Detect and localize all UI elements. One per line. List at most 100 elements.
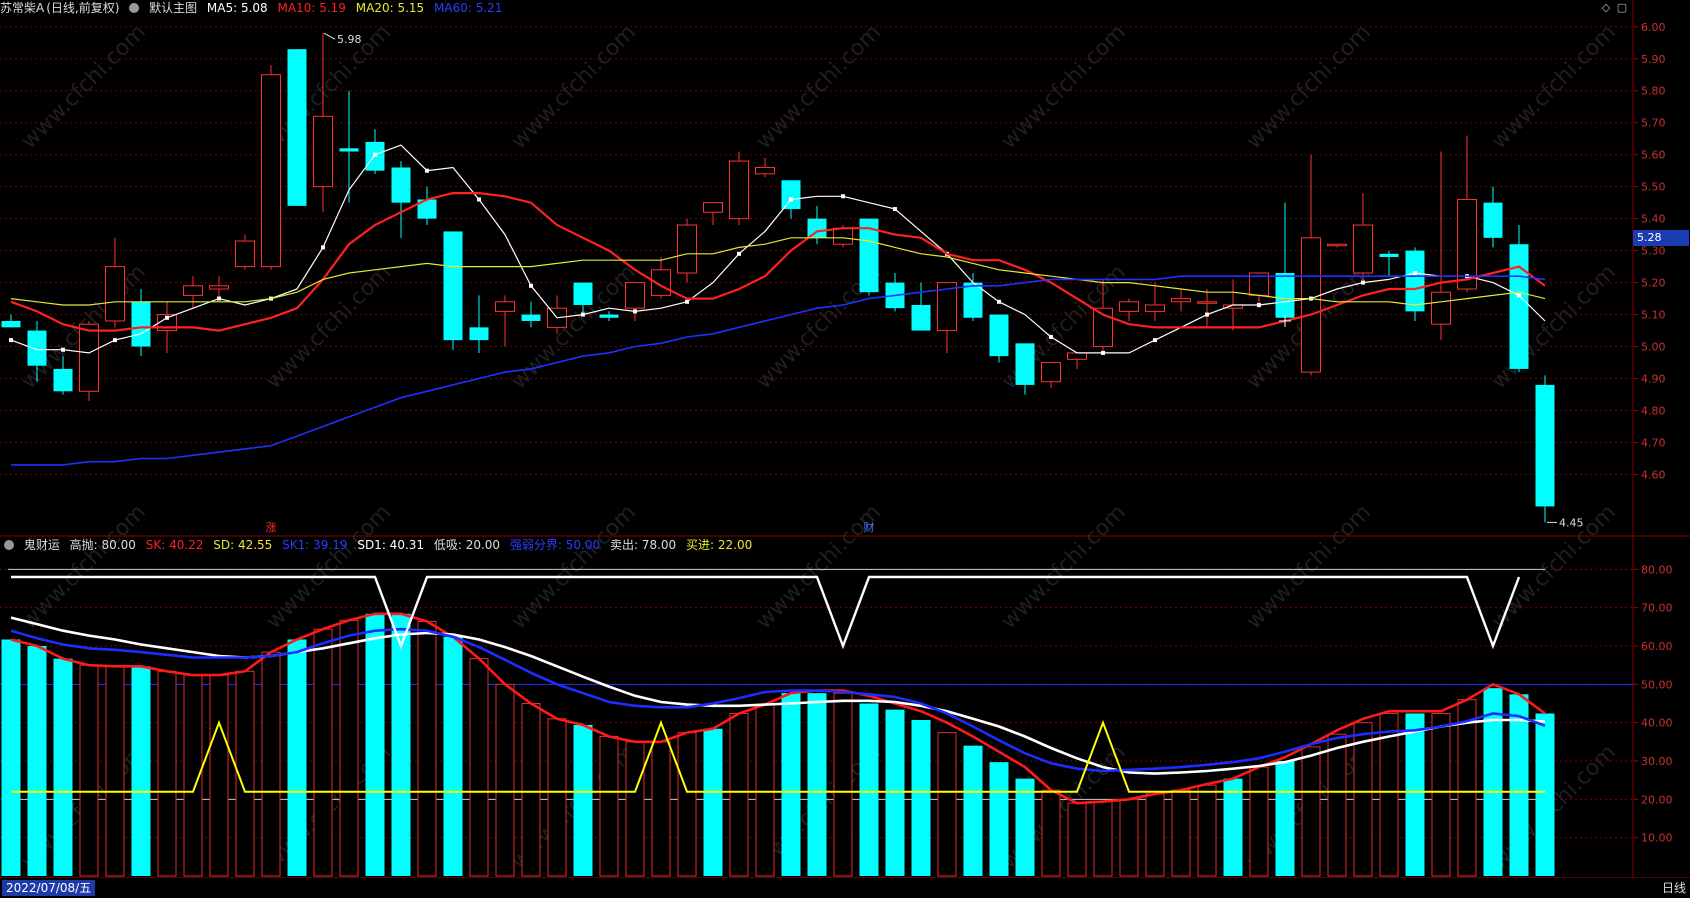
candle-body-down: [417, 199, 437, 219]
buy-value: 买进: 22.00: [686, 538, 753, 552]
candle-body-down: [989, 314, 1009, 357]
indicator-bar-red: [1093, 801, 1113, 877]
window-icon[interactable]: ▢: [1616, 1, 1628, 14]
sk-value: SK: 40.22: [145, 538, 204, 552]
candle-body-up: [495, 301, 515, 312]
indicator-bar-cyan: [365, 613, 385, 876]
low-price-label: 4.45: [1559, 516, 1584, 529]
indicator-bar-cyan: [1275, 761, 1295, 876]
watermark-text: www.cfchi.com: [507, 260, 641, 394]
candle-body-up: [1119, 301, 1139, 312]
indicator-bar-cyan: [443, 636, 463, 876]
high-price-label: 5.98: [337, 33, 362, 46]
candle-body-up: [625, 282, 645, 309]
ma5-point: [581, 312, 585, 317]
stock-name[interactable]: 苏常柴A: [0, 1, 45, 15]
ma20-line: [10, 237, 1546, 306]
indicator-tick-label: 20.00: [1641, 793, 1673, 806]
watermark-text: www.cfchi.com: [1487, 500, 1621, 634]
candle-body-up: [1171, 298, 1191, 303]
period-selector[interactable]: 日线: [1661, 881, 1686, 895]
candle-body-up: [703, 202, 723, 213]
candle-body-up: [755, 166, 775, 175]
candle-body-up: [1093, 307, 1113, 348]
ma5-point: [113, 338, 117, 343]
ma5-point: [9, 338, 13, 343]
indicator-bar-cyan: [53, 658, 73, 876]
candle-body-up: [1067, 352, 1087, 360]
indicator-bar-cyan: [1223, 778, 1243, 876]
indicator-bar-red: [729, 712, 749, 877]
watermark-text: www.cfchi.com: [17, 500, 151, 634]
chart-settings-icon[interactable]: [129, 3, 140, 13]
watermark-text: www.cfchi.com: [17, 20, 151, 154]
ma5-point: [841, 194, 845, 199]
ma10-value: MA10: 5.19: [277, 1, 346, 15]
ma5-point: [1049, 334, 1053, 339]
indicator-bar-cyan: [1405, 713, 1425, 876]
indicator-bar-red: [1457, 699, 1477, 877]
candle-body-up: [209, 285, 229, 290]
indicator-bar-red: [1041, 789, 1061, 877]
limit-up-marker: 涨: [266, 521, 277, 534]
indicator-bar-red: [625, 741, 645, 877]
candle-body-up: [1327, 243, 1347, 247]
indicator-bar-red: [261, 651, 281, 877]
price-tick-label: 4.90: [1641, 373, 1666, 386]
candle-body-down: [469, 327, 489, 341]
indicator-bar-red: [1145, 793, 1165, 877]
candle-body-down: [53, 368, 73, 392]
indicator-tick-label: 50.00: [1641, 678, 1673, 691]
indicator-bar-red: [1171, 789, 1191, 877]
indicator-bar-cyan: [807, 693, 827, 876]
ma5-point: [529, 283, 533, 288]
candle-body-up: [937, 282, 957, 332]
ma5-point: [321, 245, 325, 250]
indicator-bar-red: [105, 665, 125, 877]
main-chart-label[interactable]: 默认主图: [149, 1, 198, 15]
indicator-bar-red: [157, 670, 177, 877]
price-tick-label: 4.80: [1641, 404, 1666, 417]
main-chart-header: 苏常柴A (日线,前复权) 默认主图 MA5: 5.08 MA10: 5.19 M…: [0, 0, 1620, 16]
candle-body-down: [573, 282, 593, 305]
ma5-point: [1257, 302, 1261, 307]
watermark-text: www.cfchi.com: [752, 20, 886, 154]
indicator-bar-red: [599, 735, 619, 877]
candle-body-down: [807, 218, 827, 238]
indicator-bar-red: [1249, 766, 1269, 877]
candle-body-up: [183, 285, 203, 296]
sell-value: 卖出: 78.00: [609, 538, 677, 552]
candle-body-up: [313, 115, 333, 188]
candle-body-down: [599, 314, 619, 318]
candle-body-up: [105, 266, 125, 322]
indicator-bar-cyan: [911, 719, 931, 876]
ma5-point: [1413, 271, 1417, 275]
indicator-bar-red: [1119, 798, 1139, 877]
ma5-point: [61, 347, 65, 352]
price-tick-label: 5.80: [1641, 85, 1666, 98]
ma10-line: [10, 192, 1546, 332]
ma5-point: [737, 251, 741, 256]
candle-body-down: [963, 282, 983, 318]
candle-body-down: [1405, 250, 1425, 312]
candle-body-down: [1535, 384, 1555, 507]
price-tick-label: 5.10: [1641, 309, 1666, 322]
indicator-bar-cyan: [1483, 688, 1503, 876]
indicator-header: 鬼财运 高抛: 80.00 SK: 40.22 SD: 42.55 SK1: 3…: [0, 536, 1620, 554]
indicator-bar-red: [313, 628, 333, 877]
indicator-bar-cyan: [963, 745, 983, 876]
indicator-bar-red: [521, 703, 541, 877]
high-throw-value: 高抛: 80.00: [69, 538, 136, 552]
diamond-icon[interactable]: ◇: [1601, 1, 1611, 14]
indicator-settings-icon[interactable]: [4, 540, 14, 550]
candle-body-up: [1431, 291, 1451, 325]
candle-body-up: [677, 224, 697, 274]
candle-body-up: [1457, 198, 1477, 290]
price-tick-label: 5.90: [1641, 53, 1666, 66]
watermark-text: www.cfchi.com: [1242, 20, 1376, 154]
indicator-bar-cyan: [781, 693, 801, 876]
candle-body-down: [339, 148, 359, 152]
candle-body-down: [391, 167, 411, 203]
indicator-name[interactable]: 鬼财运: [23, 538, 60, 552]
